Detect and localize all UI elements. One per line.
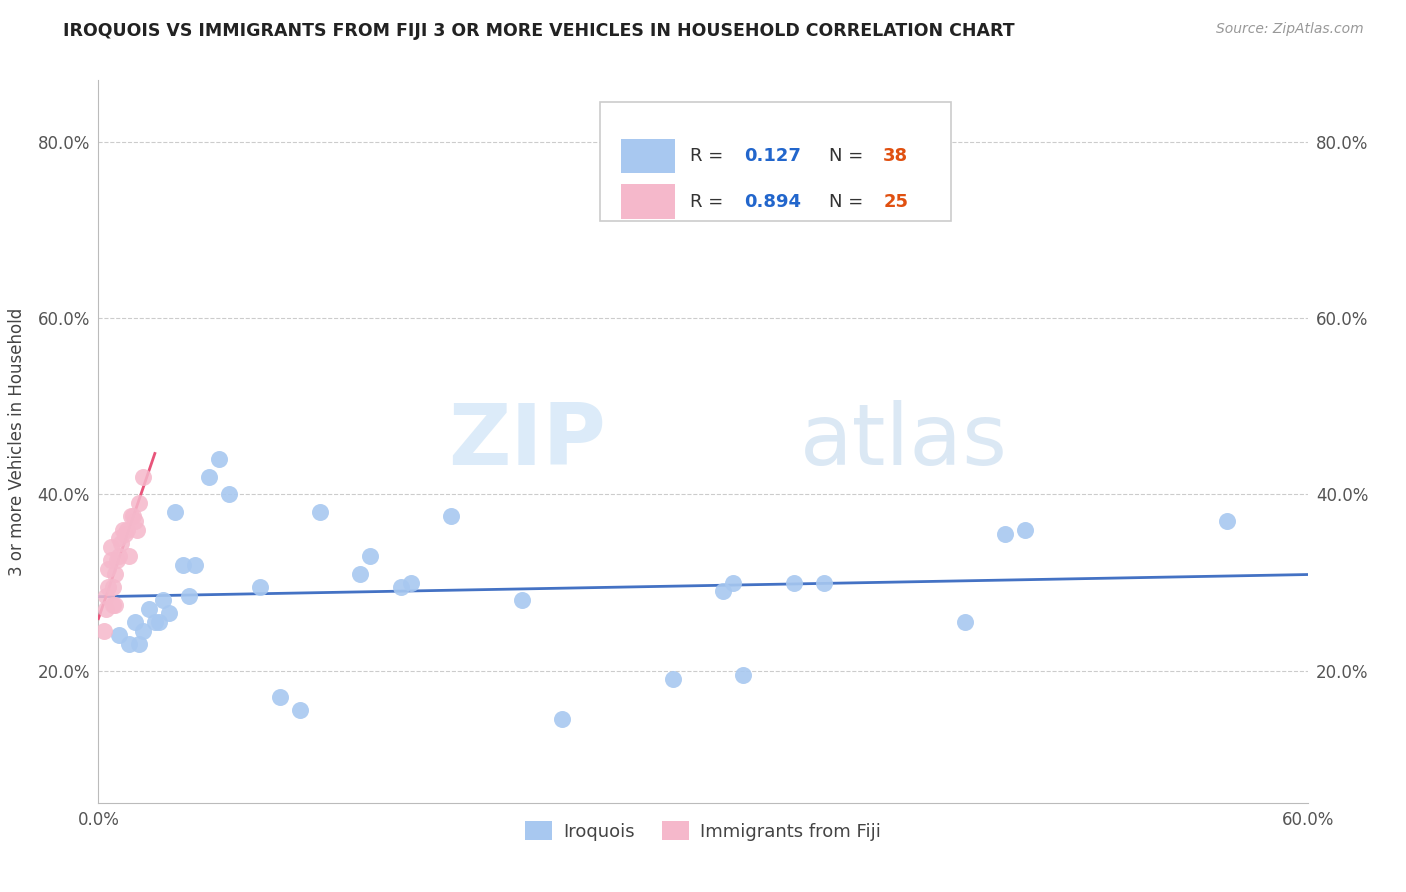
Point (1014, 523, 1036, 537)
FancyBboxPatch shape (600, 102, 950, 221)
Point (157, 607, 180, 621)
Point (96, 602, 118, 616)
Point (711, 584, 734, 599)
Text: 0.894: 0.894 (744, 193, 801, 211)
Text: R =: R = (690, 147, 728, 165)
Text: ZIP: ZIP (449, 400, 606, 483)
Point (349, 566, 371, 581)
Point (96, 589, 118, 603)
Point (360, 549, 382, 563)
Point (953, 615, 976, 630)
Point (110, 536, 132, 550)
Point (510, 593, 533, 607)
Point (103, 566, 125, 581)
Point (97, 562, 120, 576)
Point (132, 624, 155, 638)
Point (132, 470, 155, 484)
Point (399, 575, 422, 590)
Point (121, 509, 143, 524)
Text: IROQUOIS VS IMMIGRANTS FROM FIJI 3 OR MORE VEHICLES IN HOUSEHOLD CORRELATION CHA: IROQUOIS VS IMMIGRANTS FROM FIJI 3 OR MO… (63, 22, 1015, 40)
Point (107, 628, 129, 642)
Point (107, 532, 129, 546)
Point (111, 523, 134, 537)
Point (105, 553, 128, 567)
Point (128, 637, 150, 651)
Legend: Iroquois, Immigrants from Fiji: Iroquois, Immigrants from Fiji (517, 814, 889, 848)
Point (101, 580, 124, 594)
Point (118, 549, 141, 563)
Point (551, 712, 574, 726)
Point (389, 580, 412, 594)
Point (172, 558, 194, 572)
Point (138, 602, 160, 616)
Point (994, 527, 1017, 541)
Point (128, 496, 150, 510)
Point (813, 575, 835, 590)
Point (118, 637, 141, 651)
Point (723, 575, 745, 590)
Point (440, 509, 463, 524)
Point (124, 514, 146, 528)
Y-axis label: 3 or more Vehicles in Household: 3 or more Vehicles in Household (8, 308, 27, 575)
Point (103, 598, 125, 612)
Point (114, 527, 136, 541)
Point (100, 541, 122, 555)
Point (101, 598, 124, 612)
Point (115, 523, 138, 537)
Point (125, 523, 148, 537)
Point (208, 452, 231, 467)
Point (100, 553, 122, 567)
Point (148, 615, 170, 630)
Text: atlas: atlas (800, 400, 1008, 483)
Point (198, 470, 221, 484)
Point (93, 624, 115, 638)
Text: 38: 38 (883, 147, 908, 165)
Point (124, 615, 146, 630)
Point (120, 509, 142, 524)
Point (269, 690, 291, 704)
Text: 25: 25 (883, 193, 908, 211)
Point (733, 668, 755, 682)
Text: 0.127: 0.127 (744, 147, 801, 165)
Point (1216, 514, 1239, 528)
Point (218, 487, 240, 501)
Point (783, 575, 806, 590)
Point (152, 593, 174, 607)
Point (143, 615, 166, 630)
Text: N =: N = (828, 147, 869, 165)
Point (288, 703, 311, 717)
Text: Source: ZipAtlas.com: Source: ZipAtlas.com (1216, 22, 1364, 37)
Bar (621, 139, 675, 173)
Point (249, 580, 271, 594)
Point (661, 673, 683, 687)
Bar (621, 185, 675, 219)
Point (97, 580, 120, 594)
Text: N =: N = (828, 193, 869, 211)
Text: R =: R = (690, 193, 728, 211)
Point (107, 549, 129, 563)
Point (184, 558, 207, 572)
Point (179, 589, 201, 603)
Point (309, 505, 332, 519)
Point (163, 505, 186, 519)
